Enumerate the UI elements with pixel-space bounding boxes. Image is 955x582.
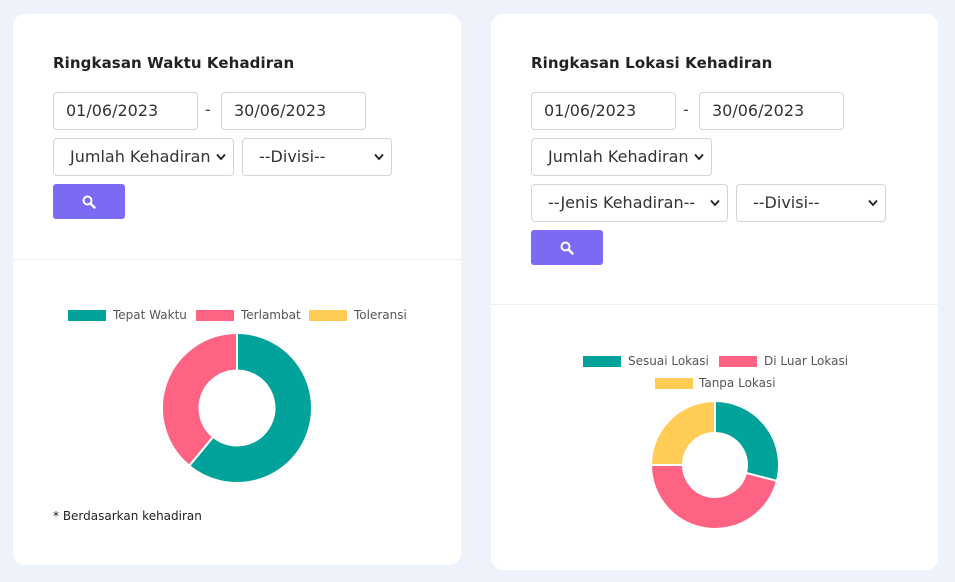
card-divider xyxy=(13,259,461,260)
donut-slice-di-luar-lokasi[interactable] xyxy=(650,464,779,530)
card-title: Ringkasan Lokasi Kehadiran xyxy=(531,54,773,72)
search-icon xyxy=(560,241,574,255)
division-select-value: --Divisi-- xyxy=(753,193,820,212)
donut-slice-tepat-waktu[interactable] xyxy=(187,332,313,484)
legend-label-toleransi[interactable]: Toleransi xyxy=(354,308,407,322)
chevron-down-icon xyxy=(694,153,704,161)
date-separator: - xyxy=(205,100,211,119)
date-from-input[interactable]: 01/06/2023 xyxy=(53,92,198,130)
legend-swatch-tanpa-lokasi xyxy=(655,378,693,389)
attendance-time-card: Ringkasan Waktu Kehadiran 01/06/2023 - 3… xyxy=(13,14,461,565)
division-select[interactable]: --Divisi-- xyxy=(242,138,392,176)
metric-select[interactable]: Jumlah Kehadiran xyxy=(53,138,234,176)
date-separator: - xyxy=(683,100,689,119)
attendance-type-select[interactable]: --Jenis Kehadiran-- xyxy=(531,184,728,222)
legend-swatch-toleransi xyxy=(309,310,347,321)
search-button[interactable] xyxy=(53,184,125,219)
legend-swatch-tepat-waktu xyxy=(68,310,106,321)
search-button[interactable] xyxy=(531,230,603,265)
attendance-time-donut-chart xyxy=(161,332,313,484)
metric-select-value: Jumlah Kehadiran xyxy=(70,147,211,166)
attendance-location-donut-chart xyxy=(650,400,780,530)
legend-label-terlambat[interactable]: Terlambat xyxy=(241,308,301,322)
card-divider xyxy=(491,304,938,305)
date-to-input[interactable]: 30/06/2023 xyxy=(221,92,366,130)
attendance-type-select-value: --Jenis Kehadiran-- xyxy=(548,193,696,212)
date-to-input[interactable]: 30/06/2023 xyxy=(699,92,844,130)
donut-slice-tanpa-lokasi[interactable] xyxy=(650,400,716,466)
donut-slice-terlambat[interactable] xyxy=(161,332,238,468)
date-from-input[interactable]: 01/06/2023 xyxy=(531,92,676,130)
metric-select-value: Jumlah Kehadiran xyxy=(548,147,689,166)
metric-select[interactable]: Jumlah Kehadiran xyxy=(531,138,712,176)
card-title: Ringkasan Waktu Kehadiran xyxy=(53,54,295,72)
legend-label-sesuai-lokasi[interactable]: Sesuai Lokasi xyxy=(628,354,709,368)
legend-label-di-luar-lokasi[interactable]: Di Luar Lokasi xyxy=(764,354,849,368)
legend-swatch-di-luar-lokasi xyxy=(719,356,757,367)
chevron-down-icon xyxy=(710,199,720,207)
division-select-value: --Divisi-- xyxy=(259,147,326,166)
attendance-location-card: Ringkasan Lokasi Kehadiran 01/06/2023 - … xyxy=(491,14,938,570)
chart-note: * Berdasarkan kehadiran xyxy=(53,509,202,523)
division-select[interactable]: --Divisi-- xyxy=(736,184,886,222)
legend-label-tanpa-lokasi[interactable]: Tanpa Lokasi xyxy=(699,376,776,390)
chevron-down-icon xyxy=(216,153,226,161)
legend-label-tepat-waktu[interactable]: Tepat Waktu xyxy=(113,308,187,322)
chevron-down-icon xyxy=(374,153,384,161)
legend-swatch-terlambat xyxy=(196,310,234,321)
legend-swatch-sesuai-lokasi xyxy=(583,356,621,367)
search-icon xyxy=(82,195,96,209)
chevron-down-icon xyxy=(868,199,878,207)
donut-slice-sesuai-lokasi[interactable] xyxy=(714,400,780,483)
